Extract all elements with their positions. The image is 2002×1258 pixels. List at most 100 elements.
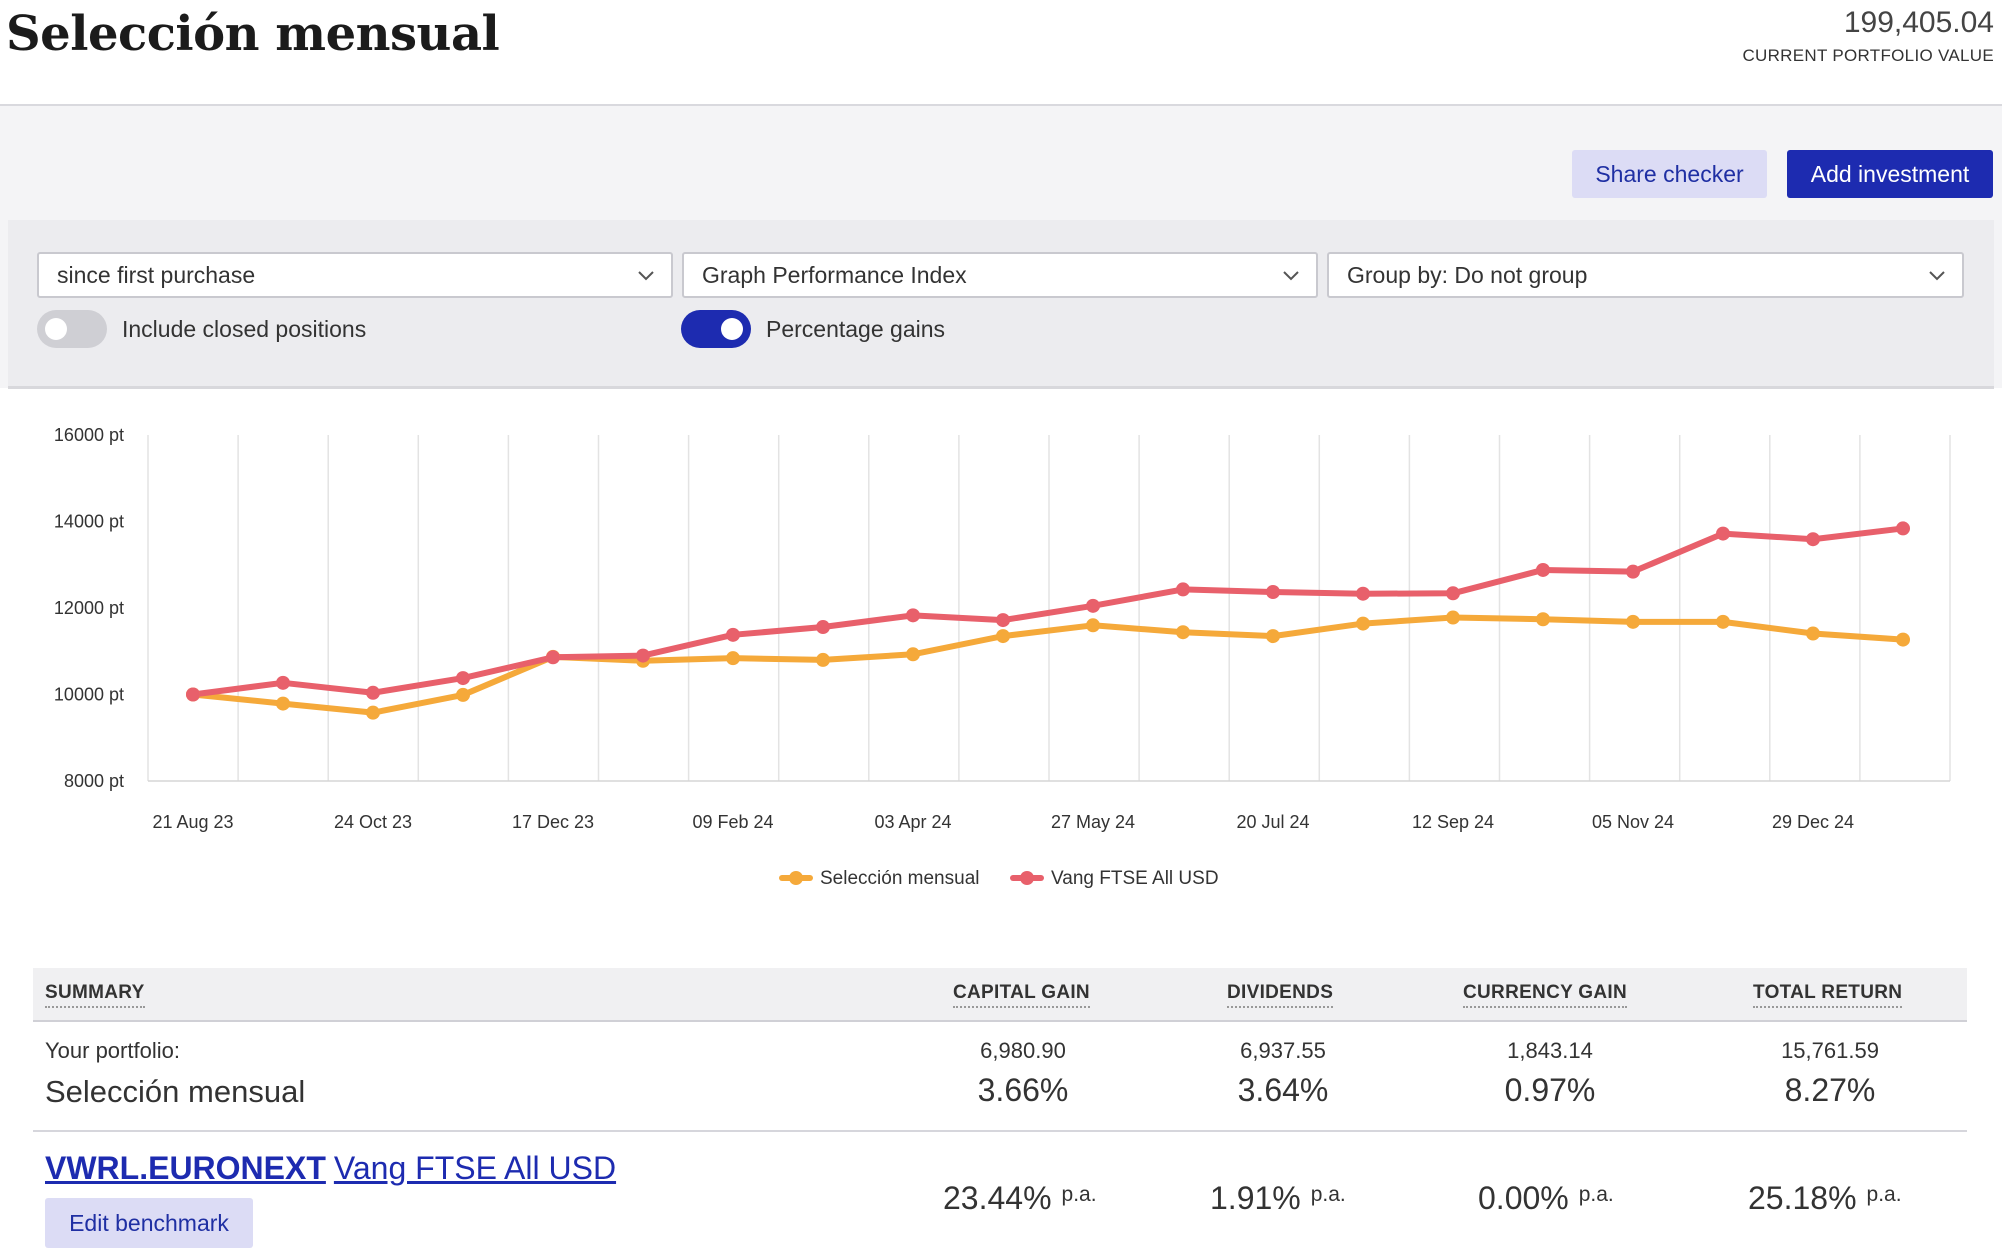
include-closed-label: Include closed positions (122, 315, 367, 342)
benchmark-name[interactable]: Vang FTSE All USD (333, 1150, 617, 1186)
data-point-series-1 (1266, 629, 1280, 644)
total-return-pct: 8.27% (1784, 1072, 1876, 1108)
data-point-series-1 (1536, 612, 1550, 627)
benchmark-link[interactable]: VWRL.EURONEXT Vang FTSE All USD (45, 1150, 616, 1187)
data-point-series-2 (1176, 582, 1190, 597)
portfolio-value-block: 199,405.04 CURRENT PORTFOLIO VALUE (1742, 6, 1994, 66)
series-line-2 (190, 525, 1906, 698)
x-tick-label: 29 Dec 24 (1772, 812, 1854, 832)
portfolio-summary-row: Your portfolio: Selección mensual 6,980.… (33, 1022, 1967, 1132)
data-point-series-2 (1266, 584, 1280, 599)
data-point-series-1 (456, 687, 470, 702)
header-dividends[interactable]: DIVIDENDS (1227, 982, 1334, 1008)
graph-type-select[interactable]: Graph Performance Index (682, 252, 1318, 298)
header-currency-gain[interactable]: CURRENCY GAIN (1463, 982, 1628, 1008)
data-point-series-1 (366, 705, 380, 720)
performance-chart: 16000 pt 14000 pt 12000 pt 10000 pt 8000 pt 2… (54, 425, 1951, 889)
data-point-series-1 (1716, 614, 1730, 629)
benchmark-capital-gain-value: 23.44% (943, 1180, 1052, 1216)
currency-gain-pct: 0.97% (1504, 1072, 1596, 1108)
y-tick-label: 8000 pt (64, 771, 124, 791)
y-tick-label: 16000 pt (54, 425, 124, 445)
pa-label: p.a. (1310, 1183, 1346, 1206)
toggle-knob (721, 318, 743, 340)
benchmark-currency-gain-value: 0.00% (1478, 1180, 1569, 1216)
x-tick-label: 05 Nov 24 (1592, 812, 1674, 832)
header-capital-gain[interactable]: CAPITAL GAIN (953, 982, 1090, 1008)
data-point-series-2 (1896, 521, 1910, 536)
header-total-return[interactable]: TOTAL RETURN (1753, 982, 1903, 1008)
chevron-down-icon (1929, 271, 1945, 281)
data-point-series-2 (996, 613, 1010, 628)
data-point-series-2 (1446, 586, 1460, 601)
data-point-series-2 (1356, 586, 1370, 601)
data-point-series-1 (1086, 618, 1100, 633)
data-point-series-2 (366, 685, 380, 700)
data-point-series-2 (1536, 562, 1550, 577)
data-point-series-1 (996, 629, 1010, 644)
data-point-series-1 (816, 652, 830, 667)
page-header: Selección mensual 199,405.04 CURRENT POR… (0, 0, 2002, 106)
benchmark-dividends-value: 1.91% (1210, 1180, 1301, 1216)
include-closed-toggle[interactable] (37, 310, 107, 348)
data-point-series-1 (1896, 632, 1910, 647)
data-point-series-1 (1626, 614, 1640, 629)
share-checker-button[interactable]: Share checker (1572, 150, 1767, 198)
group-by-select[interactable]: Group by: Do not group (1327, 252, 1964, 298)
graph-type-select-value: Graph Performance Index (702, 261, 967, 288)
dividends-value: 6,937.55 (1240, 1038, 1326, 1063)
legend-label: Vang FTSE All USD (1051, 868, 1219, 889)
group-by-select-value: Group by: Do not group (1347, 261, 1588, 288)
dividends-pct: 3.64% (1237, 1072, 1329, 1108)
header-summary[interactable]: SUMMARY (45, 982, 145, 1008)
percentage-gains-label: Percentage gains (766, 315, 946, 342)
data-point-series-1 (1176, 625, 1190, 640)
data-point-series-2 (186, 687, 200, 702)
y-tick-label: 12000 pt (54, 598, 124, 618)
chart-controls: since first purchase Graph Performance I… (8, 220, 1994, 389)
legend-label: Selección mensual (820, 868, 979, 889)
y-tick-label: 10000 pt (54, 685, 124, 705)
data-point-series-1 (1806, 626, 1820, 641)
your-portfolio-label: Your portfolio: (45, 1038, 180, 1063)
x-tick-label: 24 Oct 23 (334, 812, 412, 832)
percentage-gains-row: Percentage gains (681, 310, 945, 348)
data-point-series-1 (1446, 610, 1460, 625)
pa-label: p.a. (1061, 1183, 1097, 1206)
x-tick-label: 27 May 24 (1051, 812, 1135, 832)
x-tick-label: 20 Jul 24 (1236, 812, 1309, 832)
benchmark-symbol[interactable]: VWRL.EURONEXT (45, 1150, 326, 1186)
x-tick-label: 12 Sep 24 (1412, 812, 1494, 832)
data-point-series-2 (456, 671, 470, 686)
x-tick-label: 03 Apr 24 (874, 812, 951, 832)
data-point-series-2 (1716, 526, 1730, 541)
chevron-down-icon (638, 271, 654, 281)
chevron-down-icon (1283, 271, 1299, 281)
series-line-1 (190, 614, 1906, 716)
edit-benchmark-button[interactable]: Edit benchmark (45, 1198, 253, 1248)
x-tick-label: 17 Dec 23 (512, 812, 594, 832)
data-point-series-1 (276, 696, 290, 711)
benchmark-capital-gain: 23.44% p.a. (943, 1180, 1097, 1217)
benchmark-total-return-value: 25.18% (1748, 1180, 1857, 1216)
benchmark-row: VWRL.EURONEXT Vang FTSE All USD Edit benc… (33, 1132, 1967, 1258)
portfolio-value: 199,405.04 (1843, 6, 1994, 39)
x-tick-label: 21 Aug 23 (152, 812, 233, 832)
data-point-series-1 (906, 647, 920, 662)
data-point-series-1 (726, 651, 740, 666)
y-tick-label: 14000 pt (54, 512, 124, 532)
currency-gain-value: 1,843.14 (1507, 1038, 1593, 1063)
pa-label: p.a. (1578, 1183, 1614, 1206)
percentage-gains-toggle[interactable] (681, 310, 751, 348)
summary-header-row: SUMMARY CAPITAL GAIN DIVIDENDS CURRENCY … (33, 968, 1967, 1022)
x-tick-label: 09 Feb 24 (692, 812, 773, 832)
benchmark-total-return: 25.18% p.a. (1748, 1180, 1902, 1217)
data-point-series-1 (1356, 616, 1370, 631)
data-point-series-2 (1806, 532, 1820, 547)
data-point-series-2 (816, 620, 830, 635)
add-investment-button[interactable]: Add investment (1787, 150, 1993, 198)
portfolio-name: Selección mensual (45, 1074, 306, 1109)
capital-gain-pct: 3.66% (977, 1072, 1069, 1108)
period-select[interactable]: since first purchase (37, 252, 673, 298)
legend-swatch-dot (789, 871, 803, 885)
